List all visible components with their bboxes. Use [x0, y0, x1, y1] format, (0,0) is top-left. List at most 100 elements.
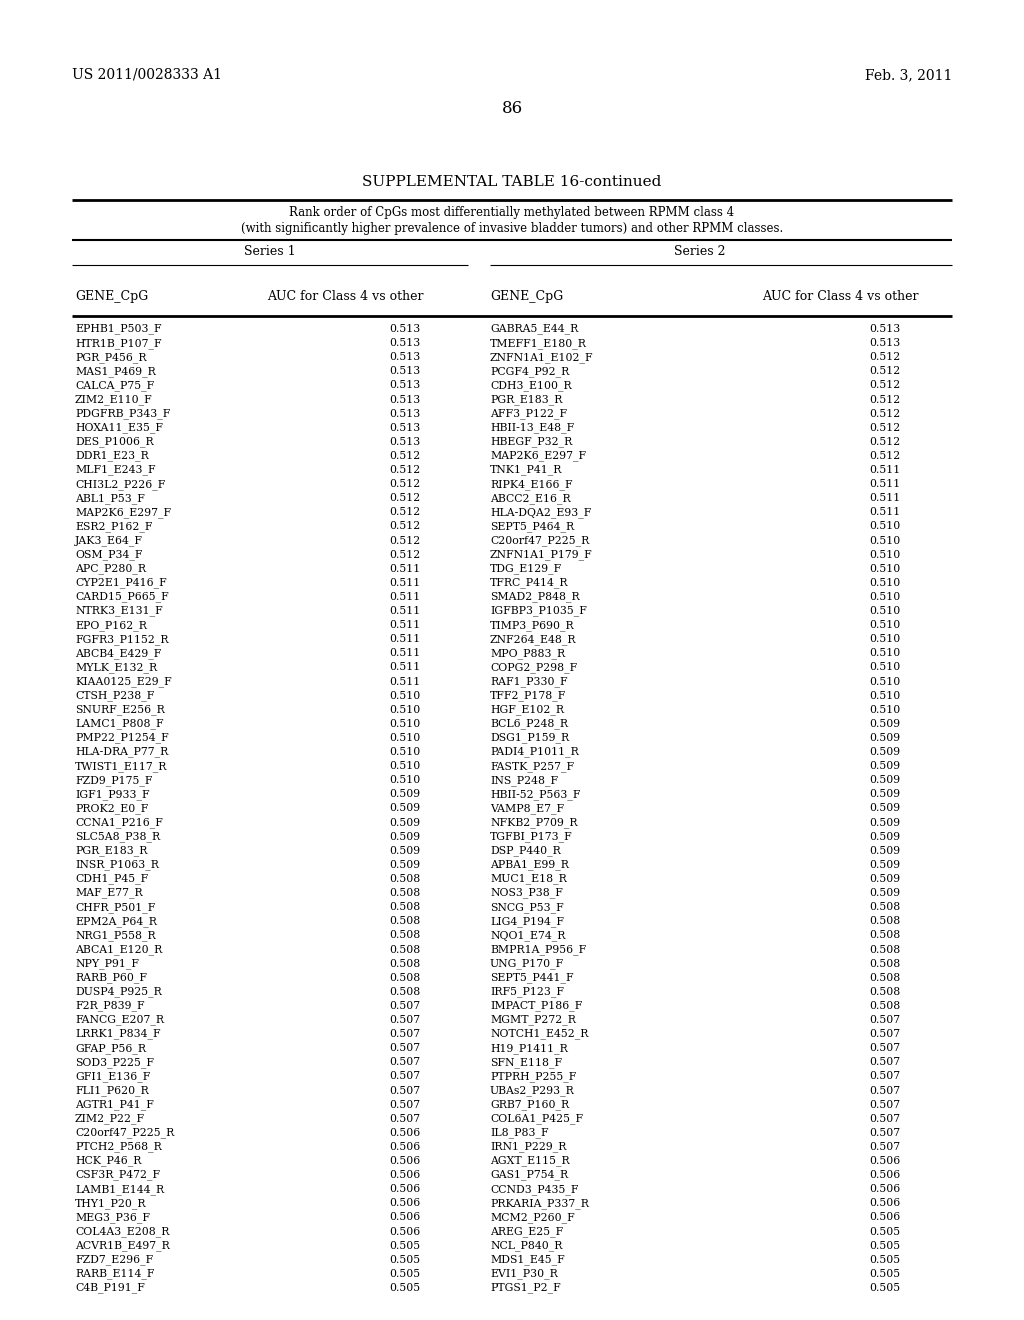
Text: 0.510: 0.510 [389, 775, 420, 785]
Text: TMEFF1_E180_R: TMEFF1_E180_R [490, 338, 587, 348]
Text: ZNF264_E48_R: ZNF264_E48_R [490, 634, 577, 644]
Text: 0.508: 0.508 [868, 958, 900, 969]
Text: 0.513: 0.513 [389, 352, 420, 362]
Text: NFKB2_P709_R: NFKB2_P709_R [490, 817, 578, 828]
Text: EPO_P162_R: EPO_P162_R [75, 620, 146, 631]
Text: MAS1_P469_R: MAS1_P469_R [75, 366, 156, 376]
Text: CHFR_P501_F: CHFR_P501_F [75, 902, 156, 912]
Text: 0.510: 0.510 [389, 733, 420, 743]
Text: 0.512: 0.512 [389, 465, 420, 475]
Text: 0.513: 0.513 [389, 323, 420, 334]
Text: 0.505: 0.505 [389, 1255, 420, 1265]
Text: CARD15_P665_F: CARD15_P665_F [75, 591, 169, 602]
Text: ESR2_P162_F: ESR2_P162_F [75, 521, 153, 532]
Text: 0.507: 0.507 [869, 1085, 900, 1096]
Text: TDG_E129_F: TDG_E129_F [490, 564, 562, 574]
Text: 0.512: 0.512 [868, 395, 900, 404]
Text: 0.508: 0.508 [868, 945, 900, 954]
Text: 0.510: 0.510 [868, 564, 900, 574]
Text: CTSH_P238_F: CTSH_P238_F [75, 690, 155, 701]
Text: 0.511: 0.511 [389, 663, 420, 672]
Text: FANCG_E207_R: FANCG_E207_R [75, 1015, 164, 1026]
Text: HOXA11_E35_F: HOXA11_E35_F [75, 422, 163, 433]
Text: 0.511: 0.511 [389, 606, 420, 616]
Text: IL8_P83_F: IL8_P83_F [490, 1127, 549, 1138]
Text: 86: 86 [502, 100, 522, 117]
Text: CDH3_E100_R: CDH3_E100_R [490, 380, 571, 391]
Text: 0.508: 0.508 [389, 916, 420, 927]
Text: CALCA_P75_F: CALCA_P75_F [75, 380, 155, 391]
Text: 0.507: 0.507 [389, 1030, 420, 1039]
Text: AGTR1_P41_F: AGTR1_P41_F [75, 1100, 154, 1110]
Text: ZIM2_E110_F: ZIM2_E110_F [75, 395, 153, 405]
Text: INS_P248_F: INS_P248_F [490, 775, 558, 785]
Text: IMPACT_P186_F: IMPACT_P186_F [490, 1001, 583, 1011]
Text: 0.508: 0.508 [389, 958, 420, 969]
Text: 0.510: 0.510 [868, 591, 900, 602]
Text: 0.508: 0.508 [389, 945, 420, 954]
Text: IRN1_P229_R: IRN1_P229_R [490, 1142, 566, 1152]
Text: 0.506: 0.506 [868, 1156, 900, 1166]
Text: 0.507: 0.507 [869, 1142, 900, 1152]
Text: Rank order of CpGs most differentially methylated between RPMM class 4: Rank order of CpGs most differentially m… [290, 206, 734, 219]
Text: GENE_CpG: GENE_CpG [75, 290, 148, 304]
Text: 0.512: 0.512 [868, 367, 900, 376]
Text: ABCC2_E16_R: ABCC2_E16_R [490, 492, 570, 504]
Text: CYP2E1_P416_F: CYP2E1_P416_F [75, 578, 167, 589]
Text: 0.509: 0.509 [389, 817, 420, 828]
Text: 0.512: 0.512 [868, 409, 900, 418]
Text: HBII-52_P563_F: HBII-52_P563_F [490, 789, 581, 800]
Text: 0.508: 0.508 [389, 973, 420, 982]
Text: MAP2K6_E297_F: MAP2K6_E297_F [490, 450, 586, 461]
Text: (with significantly higher prevalence of invasive bladder tumors) and other RPMM: (with significantly higher prevalence of… [241, 222, 783, 235]
Text: 0.507: 0.507 [389, 1043, 420, 1053]
Text: OSM_P34_F: OSM_P34_F [75, 549, 142, 560]
Text: AGXT_E115_R: AGXT_E115_R [490, 1156, 569, 1167]
Text: SOD3_P225_F: SOD3_P225_F [75, 1057, 154, 1068]
Text: 0.509: 0.509 [389, 804, 420, 813]
Text: PCGF4_P92_R: PCGF4_P92_R [490, 366, 569, 376]
Text: PTCH2_P568_R: PTCH2_P568_R [75, 1142, 162, 1152]
Text: 0.513: 0.513 [389, 409, 420, 418]
Text: 0.507: 0.507 [389, 1015, 420, 1026]
Text: GENE_CpG: GENE_CpG [490, 290, 563, 304]
Text: F2R_P839_F: F2R_P839_F [75, 1001, 144, 1011]
Text: 0.512: 0.512 [868, 380, 900, 391]
Text: GFAP_P56_R: GFAP_P56_R [75, 1043, 146, 1053]
Text: 0.508: 0.508 [868, 1001, 900, 1011]
Text: PTGS1_P2_F: PTGS1_P2_F [490, 1283, 561, 1294]
Text: 0.509: 0.509 [869, 874, 900, 884]
Text: 0.510: 0.510 [389, 705, 420, 715]
Text: 0.512: 0.512 [868, 352, 900, 362]
Text: ABCA1_E120_R: ABCA1_E120_R [75, 944, 162, 954]
Text: 0.507: 0.507 [869, 1127, 900, 1138]
Text: 0.505: 0.505 [869, 1283, 900, 1294]
Text: HGF_E102_R: HGF_E102_R [490, 705, 564, 715]
Text: 0.505: 0.505 [869, 1226, 900, 1237]
Text: 0.507: 0.507 [389, 1072, 420, 1081]
Text: HLA-DRA_P77_R: HLA-DRA_P77_R [75, 747, 168, 758]
Text: 0.512: 0.512 [868, 422, 900, 433]
Text: 0.508: 0.508 [389, 902, 420, 912]
Text: AREG_E25_F: AREG_E25_F [490, 1226, 563, 1237]
Text: IGFBP3_P1035_F: IGFBP3_P1035_F [490, 606, 587, 616]
Text: 0.506: 0.506 [868, 1199, 900, 1208]
Text: 0.510: 0.510 [868, 635, 900, 644]
Text: 0.511: 0.511 [868, 507, 900, 517]
Text: 0.511: 0.511 [389, 591, 420, 602]
Text: 0.507: 0.507 [389, 1114, 420, 1123]
Text: PMP22_P1254_F: PMP22_P1254_F [75, 733, 169, 743]
Text: 0.505: 0.505 [389, 1241, 420, 1250]
Text: 0.511: 0.511 [389, 620, 420, 630]
Text: 0.509: 0.509 [389, 789, 420, 800]
Text: TNK1_P41_R: TNK1_P41_R [490, 465, 562, 475]
Text: DUSP4_P925_R: DUSP4_P925_R [75, 986, 162, 997]
Text: 0.506: 0.506 [389, 1226, 420, 1237]
Text: 0.513: 0.513 [389, 380, 420, 391]
Text: 0.511: 0.511 [389, 564, 420, 574]
Text: 0.512: 0.512 [389, 507, 420, 517]
Text: 0.507: 0.507 [869, 1072, 900, 1081]
Text: 0.506: 0.506 [868, 1213, 900, 1222]
Text: 0.507: 0.507 [869, 1114, 900, 1123]
Text: 0.512: 0.512 [389, 494, 420, 503]
